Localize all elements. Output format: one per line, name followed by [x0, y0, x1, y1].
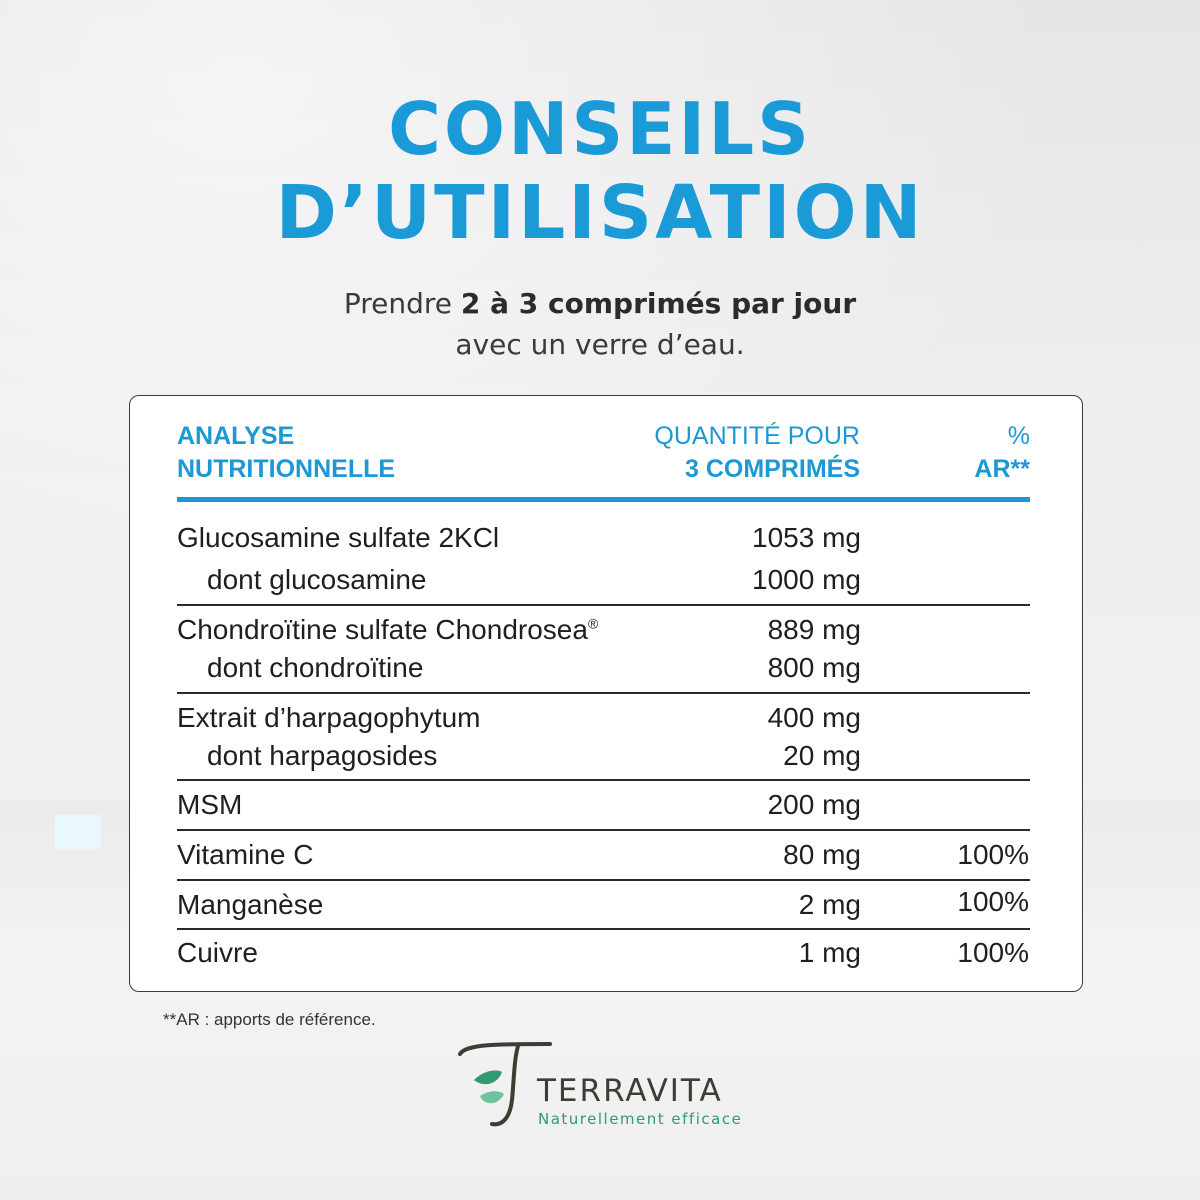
- row-quantity: 800 mg: [767, 652, 861, 683]
- row-divider: [177, 692, 1030, 694]
- row-name: dont chondroïtine: [207, 652, 424, 683]
- row-quantity: 1000 mg: [752, 564, 861, 595]
- header-analysis: ANALYSE NUTRITIONNELLE: [177, 420, 395, 486]
- row-quantity: 889 mg: [767, 614, 861, 645]
- row-percent: 100%: [957, 937, 1029, 968]
- row-quantity: 1053 mg: [752, 522, 861, 553]
- row-name: dont glucosamine: [207, 564, 427, 595]
- brand-name: TERRAVITA: [537, 1073, 723, 1109]
- row-name-text: Chondroïtine sulfate Chondrosea: [177, 614, 588, 645]
- row-divider: [177, 779, 1030, 781]
- header-analysis-line2: NUTRITIONNELLE: [177, 455, 396, 483]
- nutrition-table: [129, 395, 1083, 992]
- row-divider: [177, 879, 1030, 881]
- row-quantity: 20 mg: [783, 740, 861, 771]
- row-name: Glucosamine sulfate 2KCl: [177, 522, 500, 553]
- footnote: **AR : apports de référence.: [163, 1010, 376, 1029]
- row-divider: [177, 604, 1030, 606]
- row-quantity: 80 mg: [783, 839, 861, 870]
- header-quantity-line2: 3 COMPRIMÉS: [684, 455, 860, 483]
- row-name: Cuivre: [177, 937, 258, 968]
- header-percent-line2: AR**: [974, 455, 1030, 483]
- header-quantity: QUANTITÉ POUR 3 COMPRIMÉS: [560, 420, 860, 486]
- header-percent: % AR**: [900, 420, 1030, 486]
- leaf-t-logo-icon: [458, 1042, 552, 1127]
- row-name: Chondroïtine sulfate Chondrosea®: [177, 614, 598, 646]
- page-title-line2: D’UTILISATION: [275, 170, 925, 256]
- light-reflection: [55, 815, 101, 849]
- row-name: Manganèse: [177, 889, 324, 920]
- row-percent: 100%: [957, 839, 1029, 870]
- row-name: Extrait d’harpagophytum: [177, 702, 481, 733]
- header-analysis-line1: ANALYSE: [177, 422, 295, 450]
- row-quantity: 1 mg: [798, 937, 861, 968]
- row-quantity: 400 mg: [767, 702, 861, 733]
- row-percent: 100%: [957, 886, 1029, 917]
- row-name: Vitamine C: [177, 839, 314, 870]
- row-divider: [177, 829, 1030, 831]
- header-quantity-line1: QUANTITÉ POUR: [654, 422, 860, 450]
- row-name: dont harpagosides: [207, 740, 438, 771]
- registered-mark: ®: [587, 615, 599, 632]
- header-divider: [177, 497, 1030, 502]
- row-name: MSM: [177, 789, 243, 820]
- instructions-prefix: Prendre: [343, 287, 461, 320]
- header-percent-line1: %: [1007, 422, 1030, 450]
- row-quantity: 2 mg: [798, 889, 861, 920]
- usage-instructions: Prendre 2 à 3 comprimés par jour avec un…: [0, 284, 1200, 365]
- row-quantity: 200 mg: [767, 789, 861, 820]
- instructions-dosage: 2 à 3 comprimés par jour: [460, 287, 857, 320]
- instructions-line2: avec un verre d’eau.: [455, 327, 745, 361]
- brand-tagline: Naturellement efficace: [538, 1110, 743, 1128]
- row-divider: [177, 928, 1030, 930]
- page-title-line1: CONSEILS: [388, 87, 812, 171]
